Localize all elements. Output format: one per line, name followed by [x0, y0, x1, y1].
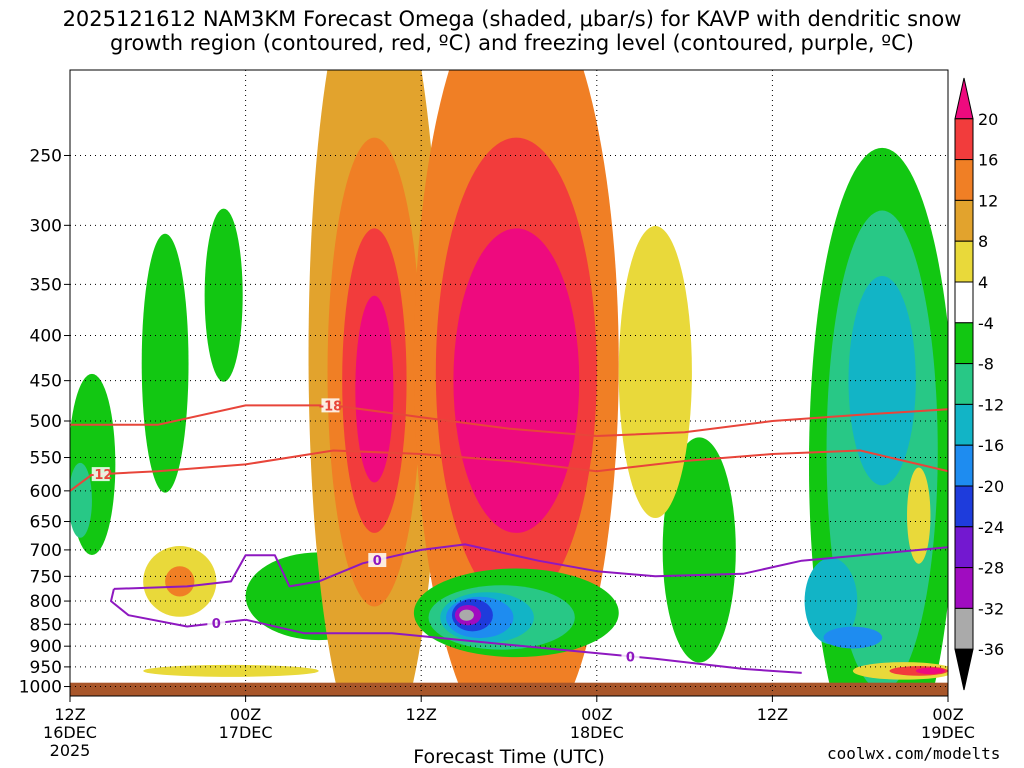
contour-label: -12 [89, 468, 113, 483]
watermark: coolwx.com/modelts [827, 744, 1001, 763]
x-tick-label: 00Z [932, 705, 963, 724]
y-tick-label: 400 [30, 327, 62, 347]
colorbar-bin [954, 526, 974, 569]
freezing-level-contour [245, 618, 802, 674]
colorbar-bin [954, 607, 974, 650]
omega-region [459, 609, 474, 621]
colorbar-label: -20 [978, 477, 1004, 496]
y-axis: 2503003504004505005506006507007508008509… [19, 146, 70, 698]
x-tick-label: 12Z [757, 705, 788, 724]
colorbar-label: -24 [978, 518, 1004, 537]
colorbar-bin [954, 648, 974, 691]
colorbar-bin [954, 118, 974, 161]
x-tick-label: 19DEC [921, 723, 975, 742]
contour-label: 0 [373, 554, 382, 569]
contour-label: 0 [212, 617, 221, 632]
omega-shading [70, 70, 948, 696]
y-tick-label: 300 [30, 216, 62, 236]
x-tick-label: 00Z [230, 705, 261, 724]
contour-label-bg [621, 649, 640, 664]
plot-frame [69, 69, 949, 697]
colorbar-label: -12 [978, 395, 1004, 414]
colorbar-bin [954, 77, 974, 120]
omega-region [907, 467, 931, 564]
y-tick-label: 750 [30, 567, 62, 587]
y-tick-label: 500 [30, 412, 62, 432]
y-tick-label: 550 [30, 449, 62, 469]
omega-region [70, 462, 92, 538]
y-tick-label: 700 [30, 541, 62, 561]
omega-region [355, 295, 394, 483]
dgz-contour [70, 449, 948, 492]
x-axis-label: Forecast Time (UTC) [413, 746, 604, 768]
colorbar-label: 4 [978, 273, 988, 292]
colorbar-bin [954, 444, 974, 487]
colorbar-label: 20 [978, 110, 998, 129]
y-tick-label: 1000 [19, 678, 62, 698]
colorbar-label: 12 [978, 191, 998, 210]
omega-region [453, 228, 580, 533]
colorbar-label: -8 [978, 355, 994, 374]
omega-region [848, 275, 916, 486]
colorbar: 20 16 12 8 4 -4 -8 -12 -16 -20 -24 -28 -32 -36 [954, 77, 1004, 691]
colorbar-label: 16 [978, 151, 998, 170]
chart-title-line1: 2025121612 NAM3KM Forecast Omega (shaded… [62, 7, 962, 31]
colorbar-bin [954, 240, 974, 283]
dgz-contour [70, 404, 948, 437]
y-tick-label: 650 [30, 513, 62, 533]
freezing-level-contour [110, 588, 246, 628]
contour-label: -18 [319, 399, 343, 414]
colorbar-bin [954, 567, 974, 609]
y-tick-label: 450 [30, 372, 62, 392]
colorbar-bin [954, 281, 974, 324]
contour-label-bg [207, 616, 226, 631]
x-tick-label: 12Z [54, 705, 85, 724]
colorbar-bin [954, 485, 974, 528]
colorbar-bin [954, 363, 974, 405]
omega-region [143, 664, 319, 677]
colorbar-bin [954, 403, 974, 446]
omega-region [165, 566, 195, 597]
colorbar-label: -32 [978, 599, 1004, 618]
colorbar-bin [954, 322, 974, 365]
ground-layer [70, 682, 948, 696]
x-tick-label: 16DEC [43, 723, 97, 742]
colorbar-label: 8 [978, 232, 988, 251]
contour-lines: -18 -12 0 0 0 [70, 398, 948, 674]
x-tick-label: 00Z [581, 705, 612, 724]
colorbar-bin [954, 199, 974, 242]
colorbar-label: -28 [978, 559, 1004, 578]
y-tick-label: 350 [30, 275, 62, 295]
omega-region [823, 626, 883, 649]
x-tick-label: 18DEC [570, 723, 624, 742]
omega-region [204, 208, 243, 382]
contour-label-bg [321, 398, 340, 413]
contour-label: 0 [626, 650, 635, 665]
colorbar-bin [954, 159, 974, 201]
y-tick-label: 250 [30, 146, 62, 166]
colorbar-label: -36 [978, 640, 1004, 659]
y-tick-label: 950 [30, 658, 62, 678]
y-tick-label: 800 [30, 592, 62, 612]
contour-label-bg [368, 553, 387, 568]
contour-label-bg [91, 467, 110, 482]
chart-title-line2: growth region (contoured, red, ºC) and f… [110, 31, 914, 55]
y-tick-label: 600 [30, 482, 62, 502]
colorbar-label: -4 [978, 314, 994, 333]
y-tick-label: 900 [30, 637, 62, 657]
x-tick-label: 2025 [50, 741, 91, 760]
omega-region [915, 667, 946, 675]
omega-region [618, 226, 692, 519]
x-tick-label: 12Z [406, 705, 437, 724]
ground-fill [70, 682, 948, 696]
freezing-level-contour [113, 543, 948, 590]
y-tick-label: 850 [30, 615, 62, 635]
omega-region [141, 233, 189, 493]
x-tick-label: 17DEC [219, 723, 273, 742]
colorbar-label: -16 [978, 436, 1004, 455]
omega-region [662, 437, 736, 663]
